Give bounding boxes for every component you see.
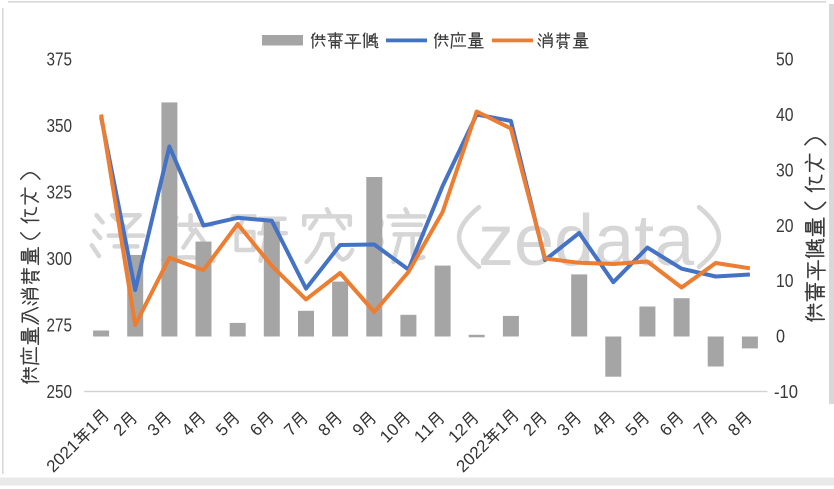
svg-text:20: 20	[776, 216, 794, 236]
svg-text:375: 375	[47, 50, 73, 70]
svg-text:40: 40	[776, 105, 794, 125]
svg-text:50: 50	[776, 50, 794, 70]
svg-text:-10: -10	[774, 382, 798, 402]
svg-text:10: 10	[776, 271, 794, 291]
svg-text:325: 325	[47, 183, 73, 203]
svg-text:0: 0	[776, 327, 785, 347]
svg-text:250: 250	[47, 382, 73, 402]
svg-text:275: 275	[47, 316, 73, 336]
svg-text:300: 300	[47, 249, 73, 269]
svg-text:30: 30	[776, 160, 794, 180]
svg-text:350: 350	[47, 116, 73, 136]
